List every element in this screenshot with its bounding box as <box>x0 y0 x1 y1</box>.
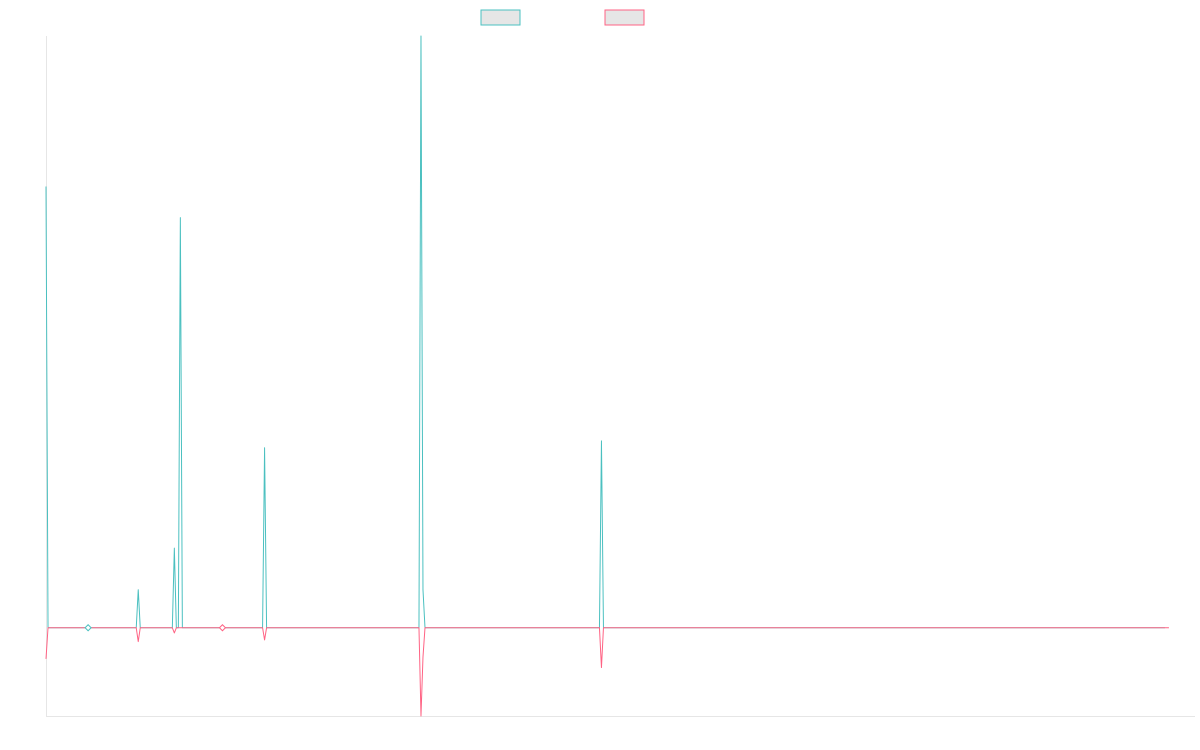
legend-swatch-series-2[interactable] <box>604 9 645 26</box>
legend-swatch-series-1[interactable] <box>480 9 521 26</box>
axes <box>46 36 1195 717</box>
series-line-1 <box>45 35 1165 629</box>
series-line-2 <box>45 627 1169 717</box>
legend <box>480 9 645 26</box>
series-layer <box>45 35 1169 717</box>
point-marker-2[interactable] <box>218 624 227 632</box>
point-markers <box>84 624 227 632</box>
point-marker-1[interactable] <box>84 624 92 632</box>
